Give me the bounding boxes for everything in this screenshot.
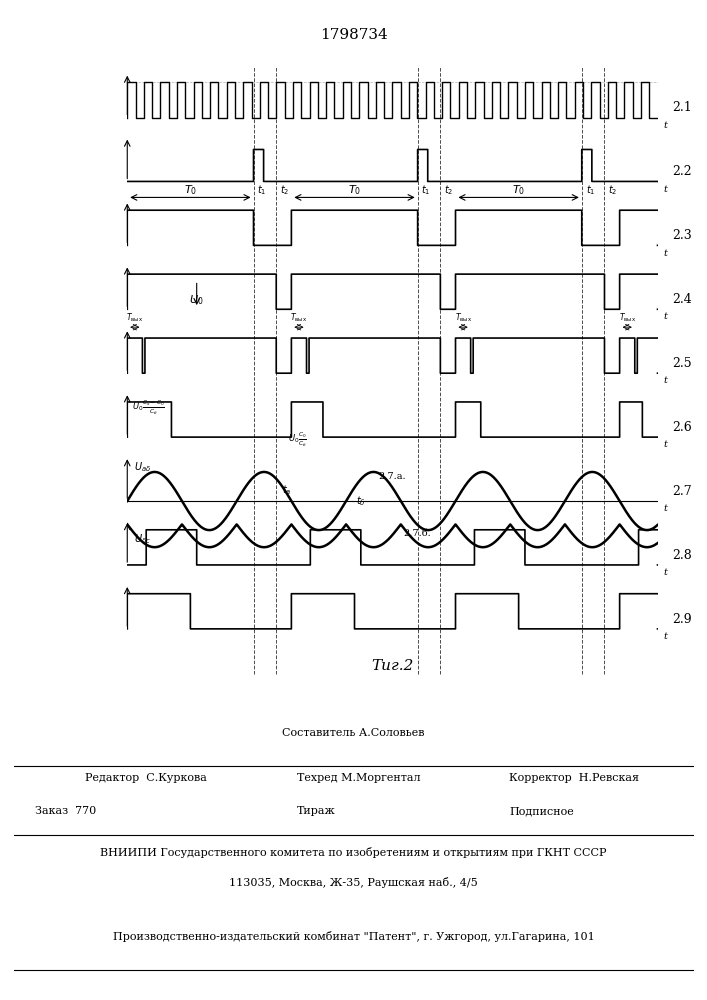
Text: Корректор  Н.Ревская: Корректор Н.Ревская xyxy=(509,773,639,783)
Text: t: t xyxy=(664,632,667,641)
Text: $t_б$: $t_б$ xyxy=(356,494,366,508)
Text: $T_{\rm вых}$: $T_{\rm вых}$ xyxy=(455,312,472,324)
Text: t: t xyxy=(664,568,667,577)
Text: 2.5: 2.5 xyxy=(672,357,692,370)
Text: $t_a$: $t_a$ xyxy=(281,483,291,497)
Text: Составитель А.Соловьев: Составитель А.Соловьев xyxy=(282,728,425,738)
Text: t: t xyxy=(664,121,667,130)
Text: Заказ  770: Заказ 770 xyxy=(35,806,97,816)
Text: $t_2$: $t_2$ xyxy=(444,183,453,197)
Text: ВНИИПИ Государственного комитета по изобретениям и открытиям при ГКНТ СССР: ВНИИПИ Государственного комитета по изоб… xyxy=(100,847,607,858)
Text: Производственно-издательский комбинат "Патент", г. Ужгород, ул.Гагарина, 101: Производственно-издательский комбинат "П… xyxy=(112,931,595,942)
Text: Редактор  С.Куркова: Редактор С.Куркова xyxy=(85,773,206,783)
Text: Тираж: Тираж xyxy=(297,806,336,816)
Text: $t_2$: $t_2$ xyxy=(608,183,618,197)
Text: t: t xyxy=(664,249,667,258)
Text: 2.1: 2.1 xyxy=(672,101,692,114)
Text: $U_{\delta c}$: $U_{\delta c}$ xyxy=(134,533,151,546)
Text: $T_0$: $T_0$ xyxy=(348,183,361,197)
Text: Техред М.Моргентал: Техред М.Моргентал xyxy=(297,773,421,783)
Text: Τиг.2: Τиг.2 xyxy=(371,659,414,673)
Text: t: t xyxy=(664,440,667,449)
Text: $T_0$: $T_0$ xyxy=(184,183,197,197)
Text: $U_0$: $U_0$ xyxy=(189,293,204,307)
Text: $U_0\frac{C_x-C_0}{C_б}$: $U_0\frac{C_x-C_0}{C_б}$ xyxy=(132,399,165,417)
Text: $t_1$: $t_1$ xyxy=(257,183,267,197)
Text: 2.6: 2.6 xyxy=(672,421,692,434)
Text: t: t xyxy=(664,185,667,194)
Text: 2.7.б.: 2.7.б. xyxy=(404,529,431,538)
Text: $t_1$: $t_1$ xyxy=(421,183,431,197)
Text: 2.3: 2.3 xyxy=(672,229,692,242)
Text: t: t xyxy=(664,504,667,513)
Text: $t_2$: $t_2$ xyxy=(280,183,289,197)
Text: 2.9: 2.9 xyxy=(672,613,692,626)
Text: $U_{a\delta}$: $U_{a\delta}$ xyxy=(134,460,151,474)
Text: $T_{\rm вых}$: $T_{\rm вых}$ xyxy=(127,312,144,324)
Text: t: t xyxy=(664,312,667,321)
Text: $T_{\rm вых}$: $T_{\rm вых}$ xyxy=(619,312,636,324)
Text: $t_1$: $t_1$ xyxy=(585,183,595,197)
Text: 2.7: 2.7 xyxy=(672,485,692,498)
Text: t: t xyxy=(664,376,667,385)
Text: 2.7.a.: 2.7.a. xyxy=(378,472,407,481)
Text: 2.4: 2.4 xyxy=(672,293,692,306)
Text: Подписное: Подписное xyxy=(509,806,574,816)
Text: $U_0\frac{C_0}{C_б}$: $U_0\frac{C_0}{C_б}$ xyxy=(288,431,308,449)
Text: $T_{\rm вых}$: $T_{\rm вых}$ xyxy=(291,312,308,324)
Text: $T_0$: $T_0$ xyxy=(512,183,525,197)
Text: 1798734: 1798734 xyxy=(320,28,387,42)
Text: 113035, Москва, Ж-35, Раушская наб., 4/5: 113035, Москва, Ж-35, Раушская наб., 4/5 xyxy=(229,877,478,888)
Text: 2.8: 2.8 xyxy=(672,549,692,562)
Text: 2.2: 2.2 xyxy=(672,165,692,178)
